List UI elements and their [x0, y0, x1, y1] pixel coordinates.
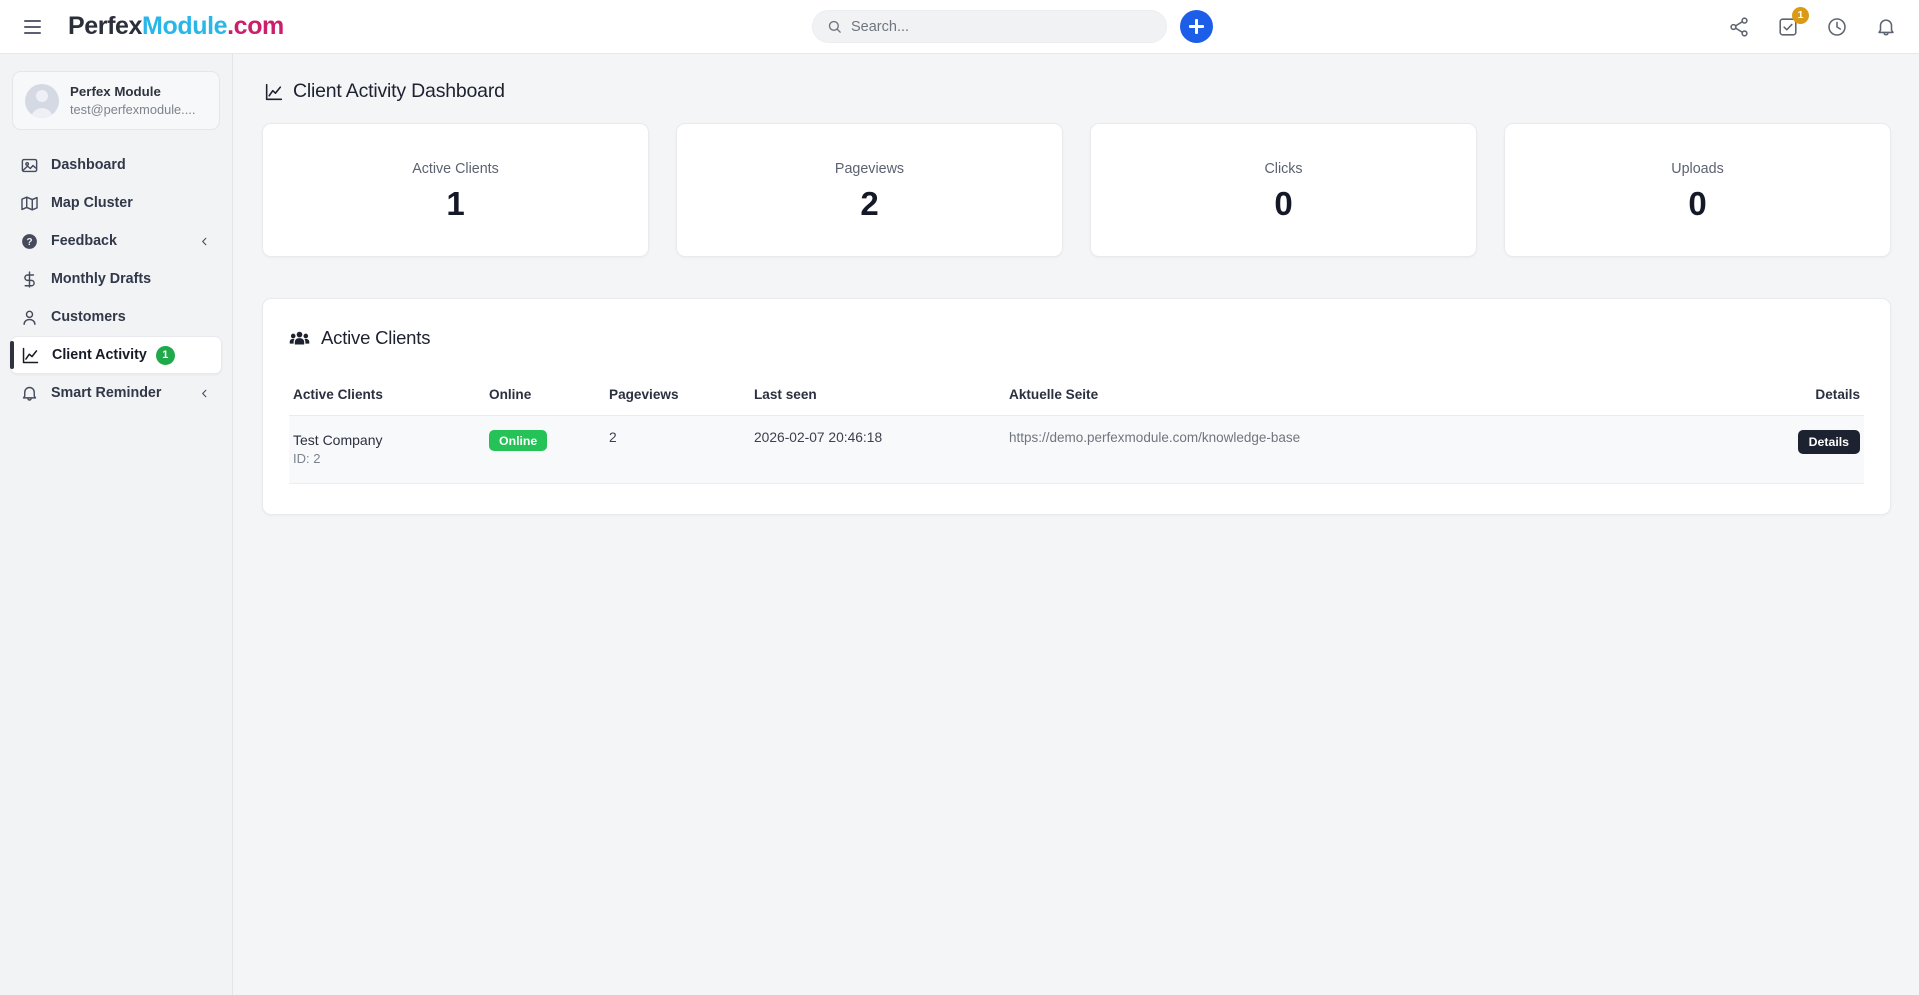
cell-client-name: Test Company ID: 2 — [289, 415, 489, 484]
panel-title-text: Active Clients — [321, 327, 431, 348]
hamburger-line — [23, 25, 41, 28]
dashboard-icon — [21, 158, 38, 172]
hamburger-icon[interactable] — [18, 13, 46, 41]
help-circle-icon: ? — [22, 233, 37, 249]
chevron-left-icon[interactable] — [199, 388, 210, 399]
sidebar-item-label: Map Cluster — [51, 195, 133, 211]
chart-line-icon — [22, 347, 39, 363]
brand-part-2: Module — [142, 12, 228, 40]
cell-online-status: Online — [489, 415, 609, 484]
sidebar-item-client-activity[interactable]: Client Activity 1 — [10, 336, 222, 374]
stats-row: Active Clients 1 Pageviews 2 Clicks 0 Up… — [262, 123, 1891, 257]
sidebar-item-label: Customers — [51, 309, 126, 325]
sidebar-item-map-cluster[interactable]: Map Cluster — [10, 184, 222, 222]
table-body: Test Company ID: 2 Online 2 2026-02-07 2… — [289, 415, 1864, 484]
map-icon — [21, 195, 38, 211]
column-header-current-page[interactable]: Aktuelle Seite — [1009, 387, 1099, 402]
sidebar-item-smart-reminder[interactable]: Smart Reminder — [10, 374, 222, 412]
client-name: Test Company — [293, 432, 383, 448]
search-input[interactable] — [851, 18, 1152, 35]
stat-card-uploads: Uploads 0 — [1504, 123, 1891, 257]
add-new-button[interactable] — [1180, 10, 1213, 43]
svg-text:?: ? — [26, 237, 32, 248]
bell-icon[interactable] — [1875, 16, 1897, 38]
status-badge: Online — [489, 430, 548, 452]
profile-card[interactable]: Perfex Module test@perfexmodule.... — [12, 71, 220, 130]
sidebar-item-label: Dashboard — [51, 157, 126, 173]
stat-value: 2 — [860, 184, 879, 222]
sidebar-item-feedback[interactable]: ? Feedback — [10, 222, 222, 260]
stat-card-pageviews: Pageviews 2 — [676, 123, 1063, 257]
stat-label: Active Clients — [412, 160, 499, 177]
stat-card-clicks: Clicks 0 — [1090, 123, 1477, 257]
tasks-badge: 1 — [1792, 7, 1809, 24]
brand-logo[interactable]: PerfexModule.com — [68, 12, 284, 41]
search-icon — [828, 20, 841, 33]
cell-pageviews: 2 — [609, 415, 754, 484]
brand-part-3: .com — [227, 12, 284, 40]
user-icon — [23, 310, 36, 325]
hamburger-line — [23, 31, 41, 34]
cell-current-page[interactable]: https://demo.perfexmodule.com/knowledge-… — [1009, 415, 1706, 484]
details-button[interactable]: Details — [1797, 430, 1860, 454]
active-clients-table: Active Clients Online Pageviews Last see… — [289, 387, 1864, 484]
avatar — [25, 83, 59, 118]
sidebar: Perfex Module test@perfexmodule.... Dash… — [0, 54, 233, 995]
dollar-icon — [24, 270, 35, 288]
sidebar-item-label: Feedback — [51, 233, 117, 249]
search-bar[interactable] — [812, 10, 1167, 43]
main-content: Client Activity Dashboard Active Clients… — [234, 54, 1919, 995]
panel-title: Active Clients — [289, 327, 1864, 349]
sidebar-item-monthly-drafts[interactable]: Monthly Drafts — [10, 260, 222, 298]
table-header-row: Active Clients Online Pageviews Last see… — [289, 387, 1864, 416]
stat-label: Pageviews — [834, 160, 905, 177]
bell-icon — [22, 386, 37, 401]
stat-label: Uploads — [1671, 160, 1724, 177]
hamburger-line — [23, 19, 41, 22]
top-bar: PerfexModule.com 1 — [0, 0, 1919, 54]
brand-part-1: Perfex — [68, 12, 143, 40]
top-bar-icons: 1 — [1728, 0, 1897, 54]
column-header-online[interactable]: Online — [489, 387, 532, 402]
chevron-left-icon[interactable] — [199, 236, 210, 247]
sidebar-item-label: Client Activity — [52, 347, 147, 363]
stat-value: 0 — [1274, 184, 1293, 222]
sidebar-nav: Dashboard Map Cluster ? Feedback — [0, 146, 232, 412]
clock-icon[interactable] — [1826, 16, 1848, 38]
active-clients-panel: Active Clients Active Clients Online Pag… — [262, 298, 1891, 516]
stat-value: 0 — [1688, 184, 1707, 222]
sidebar-item-badge: 1 — [155, 345, 175, 365]
column-header-details[interactable]: Details — [1815, 387, 1860, 402]
stat-card-active-clients: Active Clients 1 — [262, 123, 649, 257]
cell-details: Details — [1705, 415, 1864, 484]
sidebar-item-label: Monthly Drafts — [51, 271, 152, 287]
client-id: ID: 2 — [293, 451, 321, 467]
profile-name: Perfex Module — [70, 83, 161, 99]
stat-value: 1 — [446, 184, 465, 222]
column-header-last-seen[interactable]: Last seen — [754, 387, 817, 402]
stat-label: Clicks — [1264, 160, 1303, 177]
chart-line-icon — [265, 83, 283, 100]
column-header-pageviews[interactable]: Pageviews — [609, 387, 679, 402]
profile-email: test@perfexmodule.... — [70, 101, 196, 117]
sidebar-item-customers[interactable]: Customers — [10, 298, 222, 336]
page-title-text: Client Activity Dashboard — [293, 80, 505, 102]
page-title: Client Activity Dashboard — [262, 80, 1891, 103]
sidebar-item-label: Smart Reminder — [51, 385, 162, 401]
users-group-icon — [289, 331, 310, 344]
share-icon[interactable] — [1728, 16, 1750, 38]
sidebar-item-dashboard[interactable]: Dashboard — [10, 146, 222, 184]
table-row[interactable]: Test Company ID: 2 Online 2 2026-02-07 2… — [289, 415, 1864, 484]
cell-last-seen: 2026-02-07 20:46:18 — [754, 415, 1009, 484]
table-head: Active Clients Online Pageviews Last see… — [289, 387, 1864, 416]
column-header-active-clients[interactable]: Active Clients — [293, 387, 383, 402]
tasks-checkbox-icon[interactable]: 1 — [1777, 7, 1809, 38]
